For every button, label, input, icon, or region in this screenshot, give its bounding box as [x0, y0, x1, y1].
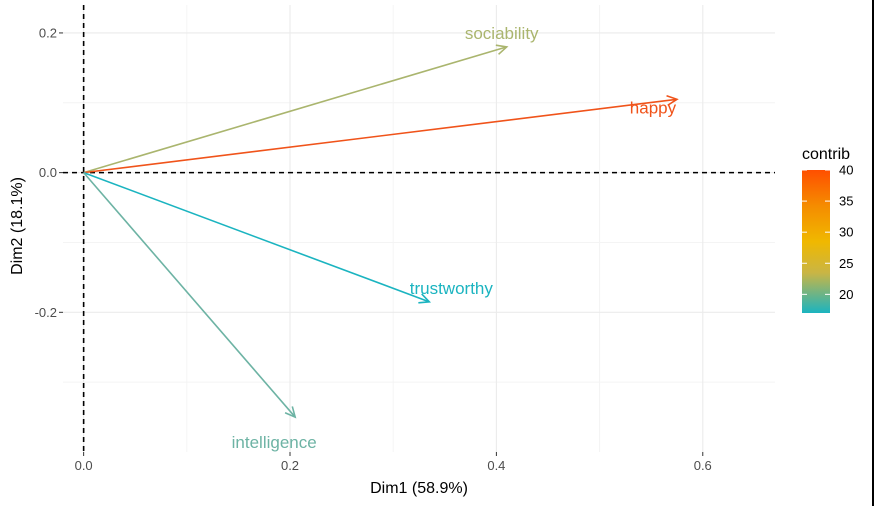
arrow-intelligence — [83, 172, 297, 419]
plot-panel: sociability happy trustworthy intelligence — [63, 5, 775, 452]
arrow-trustworthy — [83, 171, 432, 304]
arrow-head-happy — [666, 95, 679, 106]
legend-tick-label: 20 — [839, 287, 853, 302]
variable-label-intelligence: intelligence — [232, 433, 317, 452]
legend-tick-label: 35 — [839, 194, 853, 209]
x-tick-label: 0.6 — [694, 458, 712, 473]
legend: contrib 40 35 30 25 20 — [802, 146, 853, 313]
y-tick-label: 0.0 — [39, 165, 57, 180]
arrow-head-sociability — [495, 44, 509, 55]
x-tick-label: 0.2 — [281, 458, 299, 473]
variable-label-trustworthy: trustworthy — [410, 279, 494, 298]
x-axis-title: Dim1 (58.9%) — [370, 480, 468, 497]
legend-tick-label: 30 — [839, 225, 853, 240]
arrow-sociability — [83, 44, 509, 174]
arrow-shaft-sociability — [83, 46, 507, 174]
y-tick-label: -0.2 — [35, 305, 57, 320]
variable-label-happy: happy — [630, 98, 677, 117]
grid-minor-lines — [63, 5, 775, 452]
x-axis: 0.0 0.2 0.4 0.6 — [75, 452, 712, 473]
legend-ticks: 40 35 30 25 20 — [802, 163, 853, 302]
y-tick-label: 0.2 — [39, 25, 57, 40]
arrow-head-trustworthy — [418, 293, 432, 304]
arrow-shaft-intelligence — [83, 172, 296, 418]
frame-edge — [872, 0, 874, 506]
variable-label-sociability: sociability — [465, 24, 539, 43]
legend-colorbar — [802, 170, 830, 313]
x-tick-label: 0.0 — [75, 458, 93, 473]
variable-labels: sociability happy trustworthy intelligence — [232, 24, 677, 452]
arrow-happy — [83, 95, 679, 174]
reference-lines — [63, 5, 775, 452]
arrow-shaft-trustworthy — [83, 171, 430, 303]
y-axis-title: Dim2 (18.1%) — [9, 177, 26, 275]
grid-major-lines — [63, 5, 775, 452]
legend-tick-label: 40 — [839, 163, 853, 178]
y-axis: 0.2 0.0 -0.2 — [35, 25, 63, 320]
arrow-shaft-happy — [83, 98, 678, 174]
arrow-head-intelligence — [284, 406, 297, 419]
x-tick-label: 0.4 — [487, 458, 505, 473]
variable-arrows — [83, 44, 679, 419]
legend-tick-label: 25 — [839, 256, 853, 271]
legend-title: contrib — [802, 146, 850, 163]
